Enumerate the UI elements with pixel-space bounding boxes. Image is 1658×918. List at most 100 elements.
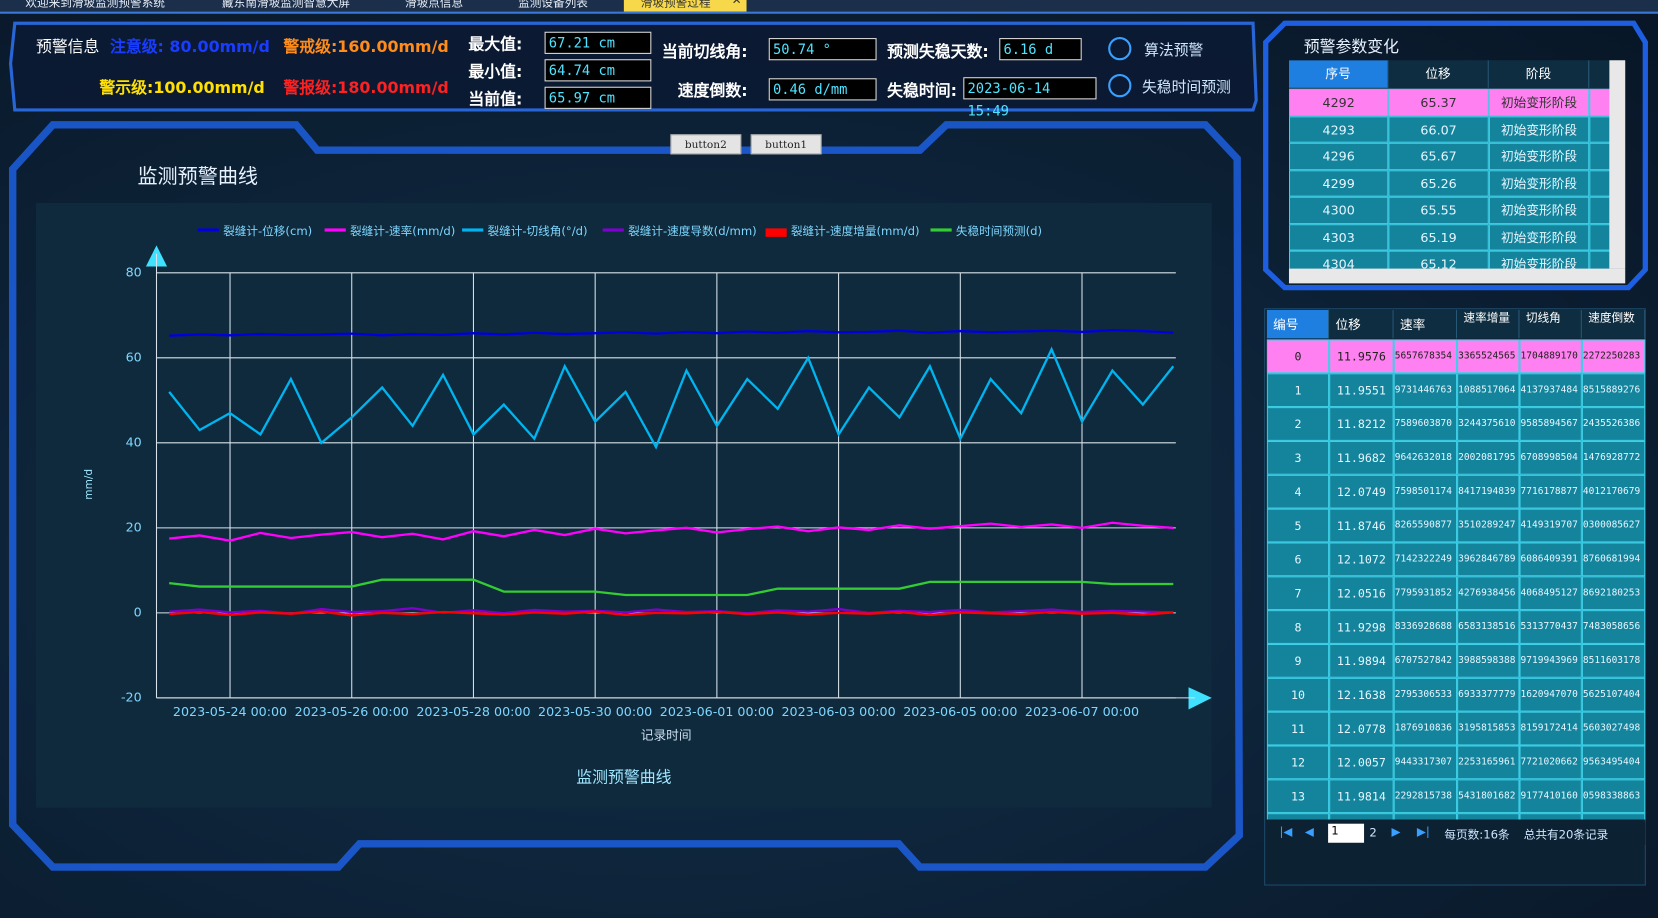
- v-scrollbar[interactable]: [1609, 60, 1626, 269]
- series-line: [169, 607, 1174, 615]
- pager-page[interactable]: 2: [1369, 825, 1377, 840]
- table-cell-pad: [1589, 88, 1611, 116]
- table-cell: 66.07: [1388, 115, 1489, 143]
- level-label: 警示级:: [99, 78, 154, 98]
- button[interactable]: button1: [750, 134, 822, 155]
- header-title: 预警信息: [35, 37, 100, 57]
- table-cell: 1088517064: [1457, 373, 1520, 408]
- bell-icon: [1108, 37, 1132, 98]
- table-cell: 9443317307: [1393, 745, 1458, 780]
- table-cell: 4296: [1288, 142, 1389, 170]
- table-cell: 4292: [1288, 88, 1389, 116]
- param-label: 当前切线角:: [661, 42, 748, 62]
- table-cell: 8417194839: [1457, 474, 1520, 509]
- chart-caption: 监测预警曲线: [576, 768, 671, 787]
- level-label: 警戒级:: [283, 37, 338, 57]
- table-cell: 2795306533: [1393, 677, 1458, 712]
- table-cell: 7589603870: [1393, 407, 1458, 441]
- x-tick-label: 2023-05-28 00:00: [416, 704, 530, 719]
- level: 注意级: 80.00mm/d: [110, 35, 270, 57]
- tab[interactable]: 藏东南滑坡监测智慧大屏: [222, 0, 350, 10]
- level-value: 160.00mm/d: [337, 37, 449, 57]
- param-value: 6.16 d: [999, 38, 1082, 61]
- table-header: 阶段: [1488, 60, 1590, 88]
- param-label: 失稳时间:: [887, 81, 957, 101]
- x-tick-label: 2023-05-24 00:00: [173, 704, 287, 719]
- pager: |◀ ◀ 1 2 ▶ ▶| 每页数:16条 总共有20条记录: [1266, 821, 1646, 845]
- param-frame: [1263, 20, 1648, 291]
- table-header: 编号: [1266, 309, 1330, 339]
- table-cell: 12.0057: [1329, 745, 1394, 780]
- table-cell: 0598338863: [1581, 779, 1646, 814]
- tab[interactable]: 欢迎来到滑坡监测预警系统: [25, 0, 165, 10]
- table-cell: 3195815853: [1457, 711, 1520, 746]
- pager-total: 总共有20条记录: [1523, 827, 1609, 842]
- table-cell: 初始变形阶段: [1488, 223, 1590, 251]
- level: 警报级:180.00mm/d: [283, 76, 448, 98]
- pager-next[interactable]: ▶: [1391, 824, 1401, 839]
- table-cell: 3365524565: [1457, 339, 1520, 374]
- button[interactable]: button2: [670, 134, 742, 155]
- panel-title: 监测预警曲线: [137, 164, 259, 189]
- legend-swatch: [324, 228, 346, 232]
- table-cell: 1620947070: [1519, 677, 1582, 712]
- table-cell: 4303: [1288, 223, 1389, 251]
- table-cell: 9585894567: [1519, 407, 1582, 441]
- table-cell: 6583138516: [1457, 610, 1520, 644]
- tab-close[interactable]: ✕: [731, 0, 742, 8]
- pager-first[interactable]: |◀: [1279, 824, 1293, 839]
- legend-swatch: [462, 228, 484, 232]
- x-tick-label: 2023-06-07 00:00: [1025, 704, 1139, 719]
- stat-label: 当前值:: [468, 89, 523, 109]
- tab[interactable]: 监测设备列表: [518, 0, 588, 10]
- table-cell: 初始变形阶段: [1488, 88, 1590, 116]
- x-tick-label: 2023-05-30 00:00: [538, 704, 652, 719]
- table-cell: 1: [1266, 373, 1330, 408]
- h-scrollbar[interactable]: [1288, 268, 1626, 284]
- table-cell: 4293: [1288, 115, 1389, 143]
- table-cell: 11.9551: [1329, 373, 1394, 408]
- table-header: 位移: [1329, 309, 1394, 339]
- table-cell: 7: [1266, 576, 1330, 611]
- table-cell: 4276938456: [1457, 576, 1520, 611]
- level-value: 80.00mm/d: [169, 37, 270, 57]
- action[interactable]: 算法预警: [1144, 42, 1204, 60]
- table-cell: 初始变形阶段: [1488, 250, 1590, 269]
- table-cell: 3988598388: [1457, 643, 1520, 678]
- pager-last[interactable]: ▶|: [1416, 824, 1430, 839]
- table-cell: 初始变形阶段: [1488, 196, 1590, 224]
- table-cell: 7598501174: [1393, 474, 1458, 509]
- table-cell: 7716178877: [1519, 474, 1582, 509]
- table-cell: 11.9894: [1329, 643, 1394, 678]
- table-cell: 8: [1266, 610, 1330, 644]
- tab[interactable]: 滑坡预警过程: [640, 0, 711, 10]
- stat-value: 67.21 cm: [544, 31, 652, 54]
- legend-label: 裂缝计-速度增量(mm/d): [791, 224, 920, 238]
- pager-current[interactable]: 1: [1328, 823, 1365, 843]
- table-cell: 4068495127: [1519, 576, 1582, 611]
- x-tick-label: 2023-06-05 00:00: [903, 704, 1017, 719]
- table-cell: 11.9576: [1329, 339, 1394, 374]
- level-label: 注意级:: [109, 37, 164, 57]
- y-tick-label: 40: [126, 434, 142, 449]
- y-tick-label: 0: [134, 604, 142, 619]
- table-cell: 9642632018: [1393, 440, 1458, 475]
- action[interactable]: 失稳时间预测: [1141, 79, 1231, 97]
- pager-prev[interactable]: ◀: [1304, 824, 1314, 839]
- x-arrow: [1188, 687, 1212, 710]
- table-cell: 65.19: [1388, 223, 1489, 251]
- param-value: 0.46 d/mm: [768, 78, 877, 101]
- series-line: [168, 346, 1175, 450]
- table-cell: 5657678354: [1393, 339, 1458, 374]
- table-cell: 6707527842: [1393, 643, 1458, 678]
- table-cell: 初始变形阶段: [1488, 115, 1590, 143]
- stat-label: 最大值:: [468, 34, 523, 54]
- stat-value: 65.97 cm: [544, 86, 652, 109]
- table-cell: 0300085627: [1581, 508, 1646, 543]
- table-cell: 0: [1266, 339, 1330, 374]
- legend-label: 裂缝计-速度导数(d/mm): [628, 224, 757, 238]
- table-cell: 4300: [1288, 196, 1389, 224]
- tab[interactable]: 滑坡点信息: [404, 0, 464, 10]
